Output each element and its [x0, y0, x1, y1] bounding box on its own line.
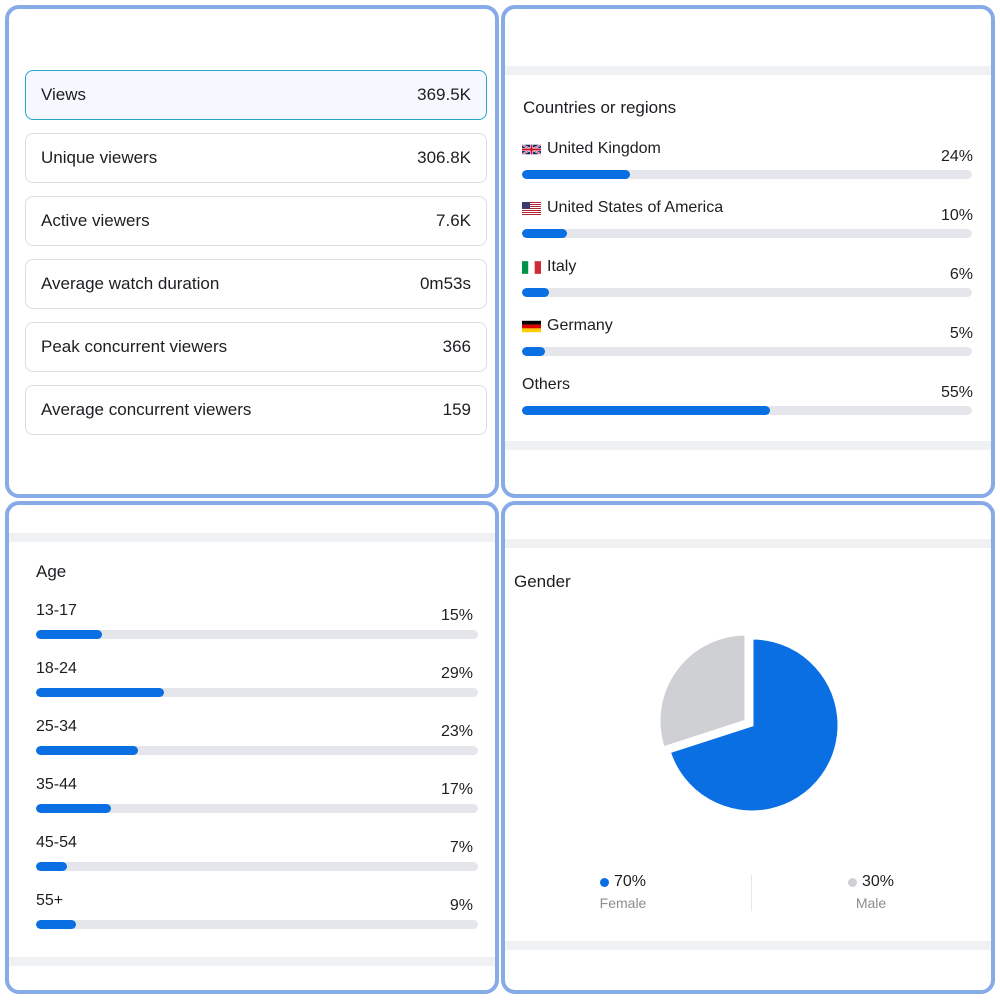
age-range-label: 18-24: [36, 660, 77, 677]
male-dot-icon: [847, 877, 857, 887]
gender-panel: Gender 70% Female 30% Male: [501, 501, 995, 994]
country-bar-fill: [522, 288, 549, 297]
country-bar-track: [522, 347, 972, 356]
age-bar-track: [36, 630, 478, 639]
age-percent: 9%: [449, 897, 473, 914]
metric-average-watch-duration[interactable]: Average watch duration 0m53s: [25, 259, 487, 309]
metric-value: 366: [442, 337, 471, 356]
metric-value: 369.5K: [417, 85, 471, 104]
country-bar-track: [522, 288, 972, 297]
pie-slice-male: [657, 632, 748, 750]
metric-value: 159: [442, 400, 471, 419]
country-row-italy: Italy: [522, 258, 576, 276]
pie-slice-female: [667, 636, 841, 814]
divider-strip: [505, 539, 991, 548]
divider-strip: [9, 957, 495, 966]
age-percent: 17%: [440, 781, 473, 798]
country-bar-track: [522, 170, 972, 179]
metric-label: Peak concurrent viewers: [41, 337, 228, 356]
age-bar-track: [36, 688, 478, 697]
age-percent: 7%: [449, 839, 473, 856]
age-bar-fill: [36, 688, 165, 697]
country-name: United States of America: [547, 199, 724, 216]
age-bar-fill: [36, 862, 67, 871]
metric-label: Active viewers: [41, 211, 150, 230]
age-bar-fill: [36, 630, 103, 639]
metric-average-concurrent-viewers[interactable]: Average concurrent viewers 159: [25, 385, 487, 435]
metric-label: Average watch duration: [41, 274, 220, 293]
us-flag-icon: [522, 201, 541, 215]
metric-label: Views: [41, 85, 87, 104]
age-range-label: 25-34: [36, 718, 77, 735]
age-range-label: 35-44: [36, 776, 77, 793]
country-row-usa: United States of America: [522, 199, 723, 217]
age-percent: 29%: [440, 665, 473, 682]
age-bar-track: [36, 746, 478, 755]
age-percent: 15%: [440, 607, 473, 624]
metric-peak-concurrent-viewers[interactable]: Peak concurrent viewers 366: [25, 322, 487, 372]
country-bar-fill: [522, 170, 630, 179]
metric-label: Unique viewers: [41, 148, 158, 167]
age-title: Age: [36, 562, 67, 581]
country-percent: 24%: [940, 148, 973, 165]
age-percent: 23%: [440, 723, 473, 740]
age-panel: Age 13-17 15% 18-24 29% 25-34 23% 35-44 …: [5, 501, 499, 994]
legend-male-value: 30%: [861, 873, 895, 890]
age-bar-track: [36, 862, 478, 871]
germany-flag-icon: [522, 320, 541, 332]
country-bar-track: [522, 229, 972, 238]
country-percent: 6%: [949, 266, 973, 283]
country-percent: 5%: [949, 325, 973, 342]
legend-divider: [751, 875, 752, 911]
country-bar-fill: [522, 406, 770, 415]
age-bar-fill: [36, 804, 112, 813]
age-bar-fill: [36, 920, 76, 929]
metric-value: 306.8K: [417, 148, 471, 167]
legend-male: 30% Male: [811, 873, 931, 911]
italy-flag-icon: [522, 260, 541, 274]
age-range-label: 13-17: [36, 602, 77, 619]
divider-strip: [9, 533, 495, 542]
gender-pie-chart: [657, 632, 841, 814]
metric-value: 7.6K: [436, 211, 471, 230]
divider-strip: [505, 441, 991, 450]
countries-title: Countries or regions: [523, 98, 677, 117]
country-row-germany: Germany: [522, 317, 613, 335]
age-bar-track: [36, 920, 478, 929]
divider-strip: [505, 66, 991, 75]
metric-value: 0m53s: [419, 274, 471, 293]
age-bar-fill: [36, 746, 138, 755]
country-name: Germany: [547, 317, 613, 334]
age-range-label: 55+: [36, 892, 64, 909]
country-bar-track: [522, 406, 972, 415]
legend-female: 70% Female: [563, 873, 683, 911]
age-bar-track: [36, 804, 478, 813]
country-name: United Kingdom: [547, 140, 661, 157]
country-row-others: Others: [522, 376, 570, 394]
country-name: Italy: [547, 258, 577, 275]
country-bar-fill: [522, 229, 567, 238]
metric-active-viewers[interactable]: Active viewers 7.6K: [25, 196, 487, 246]
countries-panel: Countries or regions United Kingdom 24% …: [501, 5, 995, 498]
metric-label: Average concurrent viewers: [41, 400, 252, 419]
divider-strip: [505, 941, 991, 950]
country-percent: 55%: [940, 384, 973, 401]
legend-female-label: Female: [599, 895, 647, 911]
country-percent: 10%: [940, 207, 973, 224]
metric-unique-viewers[interactable]: Unique viewers 306.8K: [25, 133, 487, 183]
country-name: Others: [522, 376, 571, 393]
female-dot-icon: [599, 877, 609, 887]
gender-title: Gender: [514, 572, 571, 591]
uk-flag-icon: [522, 143, 541, 155]
metric-views[interactable]: Views 369.5K: [25, 70, 487, 120]
legend-female-value: 70%: [613, 873, 647, 890]
country-bar-fill: [522, 347, 545, 356]
metrics-panel: Views 369.5K Unique viewers 306.8K Activ…: [5, 5, 499, 498]
country-row-uk: United Kingdom: [522, 140, 661, 158]
legend-male-label: Male: [855, 895, 887, 911]
age-range-label: 45-54: [36, 834, 77, 851]
